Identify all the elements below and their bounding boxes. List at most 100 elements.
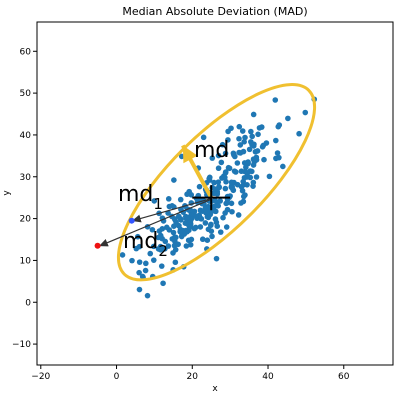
data-point <box>188 192 195 198</box>
data-point <box>186 224 193 231</box>
x-tick-label: 40 <box>262 372 274 382</box>
data-point <box>228 179 235 186</box>
data-point <box>272 97 279 103</box>
data-point <box>170 229 177 236</box>
data-point <box>245 160 251 167</box>
data-point <box>225 164 232 171</box>
data-point <box>250 162 257 168</box>
data-point <box>219 141 226 148</box>
md-label: md <box>194 138 229 163</box>
data-point <box>133 245 140 252</box>
data-point <box>274 150 281 156</box>
data-point <box>223 178 229 185</box>
md1-label-subscript: 1 <box>153 195 163 213</box>
data-point <box>150 243 157 250</box>
data-point <box>255 131 261 138</box>
data-point <box>276 122 283 128</box>
data-point <box>206 175 212 182</box>
data-point <box>209 155 216 161</box>
data-point <box>139 273 146 280</box>
x-tick-label: 0 <box>114 372 120 382</box>
data-point <box>157 243 164 250</box>
data-point <box>144 292 151 299</box>
y-axis-label: y <box>2 190 12 196</box>
data-point <box>202 220 209 226</box>
chart-title: Median Absolute Deviation (MAD) <box>122 5 307 18</box>
data-point <box>248 128 254 135</box>
data-point <box>212 186 218 192</box>
data-point <box>185 214 191 221</box>
y-tick-label: 60 <box>20 47 32 57</box>
data-point <box>220 214 226 221</box>
data-point <box>151 198 158 204</box>
data-point <box>162 246 168 252</box>
outlier-point-2 <box>94 242 101 249</box>
data-point <box>231 168 238 174</box>
data-point <box>260 142 267 149</box>
data-point <box>169 203 175 209</box>
data-point <box>285 115 291 122</box>
data-point <box>197 224 204 230</box>
y-axis: −10 0 10 20 30 40 50 60 <box>12 47 37 350</box>
data-point <box>165 196 172 202</box>
data-point <box>211 179 217 186</box>
data-point <box>150 257 157 263</box>
data-point <box>160 280 166 287</box>
data-point <box>149 226 156 233</box>
data-point <box>234 181 241 188</box>
data-point <box>261 156 267 163</box>
data-point <box>204 237 211 244</box>
data-point <box>228 125 234 132</box>
data-point <box>266 173 273 180</box>
data-point <box>236 123 243 130</box>
data-point <box>223 224 230 230</box>
data-point <box>236 135 242 142</box>
data-point <box>222 150 229 157</box>
data-point <box>236 149 242 156</box>
data-point <box>249 133 255 140</box>
data-point <box>244 182 250 188</box>
data-point <box>192 224 199 231</box>
data-point <box>240 148 247 155</box>
data-point <box>250 111 257 118</box>
data-point <box>272 137 279 144</box>
data-point <box>241 139 247 145</box>
data-point <box>296 130 302 137</box>
outlier-arrow <box>98 198 212 247</box>
data-point <box>302 109 309 116</box>
data-point <box>183 243 190 249</box>
data-point <box>200 134 207 141</box>
data-point <box>248 168 255 175</box>
data-point <box>222 210 228 216</box>
data-point <box>240 178 246 185</box>
y-tick-label: −10 <box>12 340 31 350</box>
data-point <box>172 216 178 223</box>
data-point <box>136 286 143 293</box>
data-point <box>188 236 195 243</box>
data-point <box>213 255 220 262</box>
data-point <box>134 233 141 240</box>
data-point <box>217 198 223 204</box>
data-point <box>177 196 184 203</box>
data-point <box>184 191 190 198</box>
data-point <box>163 224 170 231</box>
data-point <box>187 241 194 248</box>
data-point <box>136 269 142 276</box>
data-point <box>178 233 185 240</box>
data-point <box>215 179 222 185</box>
x-tick-label: 60 <box>338 372 350 382</box>
data-point <box>215 152 222 159</box>
data-point <box>159 226 166 232</box>
data-point <box>280 163 286 170</box>
data-point <box>240 193 247 200</box>
data-point <box>253 174 260 180</box>
data-point <box>224 200 230 206</box>
plot-frame <box>36 21 394 366</box>
data-point <box>169 236 176 242</box>
data-point <box>238 200 244 206</box>
data-point <box>231 152 237 158</box>
y-tick-label: 10 <box>20 256 32 266</box>
data-point <box>210 206 217 212</box>
md2-label-subscript: 2 <box>158 242 168 260</box>
